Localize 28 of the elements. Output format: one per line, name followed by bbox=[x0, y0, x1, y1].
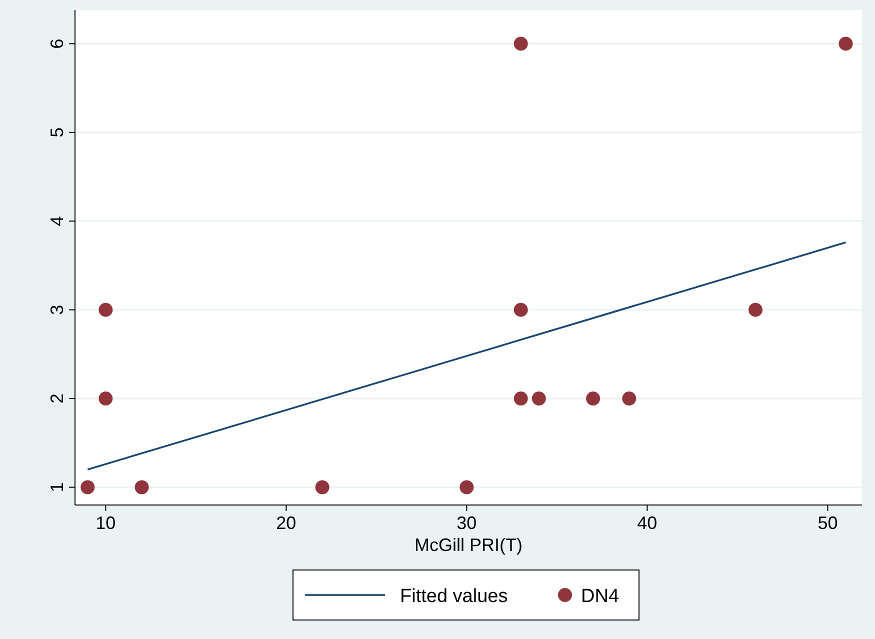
y-tick-label: 3 bbox=[47, 304, 67, 315]
point bbox=[514, 392, 528, 406]
y-tick-label: 2 bbox=[47, 394, 67, 404]
point bbox=[80, 480, 95, 494]
point bbox=[586, 392, 600, 406]
point bbox=[838, 36, 853, 51]
x-axis-title: McGill PRI(T) bbox=[414, 535, 522, 555]
point bbox=[460, 480, 474, 494]
point bbox=[98, 302, 113, 317]
y-tick-label: 1 bbox=[47, 482, 67, 492]
y-tick-label: 6 bbox=[47, 38, 67, 49]
point bbox=[532, 392, 546, 406]
x-tick-label: 10 bbox=[96, 513, 116, 533]
point bbox=[134, 480, 149, 494]
legend-label: Fitted values bbox=[400, 586, 508, 607]
legend-label: DN4 bbox=[581, 586, 620, 607]
x-tick-label: 50 bbox=[818, 513, 838, 533]
point bbox=[748, 302, 762, 317]
point bbox=[514, 36, 528, 51]
x-tick-label: 30 bbox=[456, 513, 477, 533]
point bbox=[514, 302, 528, 317]
point bbox=[622, 392, 636, 406]
x-tick-label: 20 bbox=[276, 513, 296, 533]
y-tick-label: 5 bbox=[47, 127, 67, 138]
point bbox=[315, 480, 330, 494]
x-tick-label: 40 bbox=[637, 513, 658, 533]
point bbox=[98, 392, 113, 406]
y-tick-label: 4 bbox=[47, 216, 67, 226]
